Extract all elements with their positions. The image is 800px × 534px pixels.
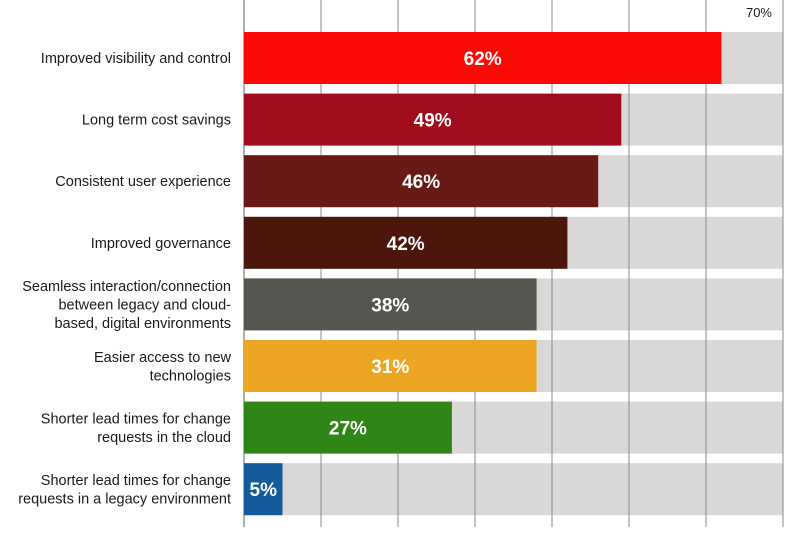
- bar-4: [244, 216, 568, 269]
- category-label-7: Shorter lead times for change requests in…: [41, 411, 231, 446]
- value-label-4: 42%: [387, 234, 425, 255]
- value-label-7: 27%: [329, 419, 367, 440]
- bar-5: [244, 278, 537, 331]
- background-track-8: [244, 463, 783, 516]
- category-label-4: Improved governance: [91, 236, 231, 252]
- value-label-2: 49%: [414, 111, 452, 132]
- value-label-8: 5%: [250, 480, 278, 501]
- bar-1: [244, 32, 722, 84]
- category-label-6: Easier access to new technologies: [94, 350, 232, 385]
- category-label-2: Long term cost savings: [82, 113, 231, 129]
- value-label-3: 46%: [402, 172, 440, 193]
- category-label-3: Consistent user experience: [55, 174, 231, 190]
- bar-8: [244, 463, 283, 516]
- bar-7: [244, 401, 452, 454]
- bar-2: [244, 93, 622, 146]
- value-label-5: 38%: [371, 295, 409, 316]
- category-label-1: Improved visibility and control: [41, 51, 231, 67]
- value-label-1: 62%: [464, 49, 502, 70]
- category-label-8: Shorter lead times for change requests in…: [18, 473, 231, 508]
- category-label-5: Seamless interaction/connection between l…: [22, 279, 231, 332]
- bar-6: [244, 340, 537, 392]
- value-label-6: 31%: [371, 357, 409, 378]
- bar-3: [244, 155, 599, 208]
- axis-max-label: 70%: [746, 5, 772, 20]
